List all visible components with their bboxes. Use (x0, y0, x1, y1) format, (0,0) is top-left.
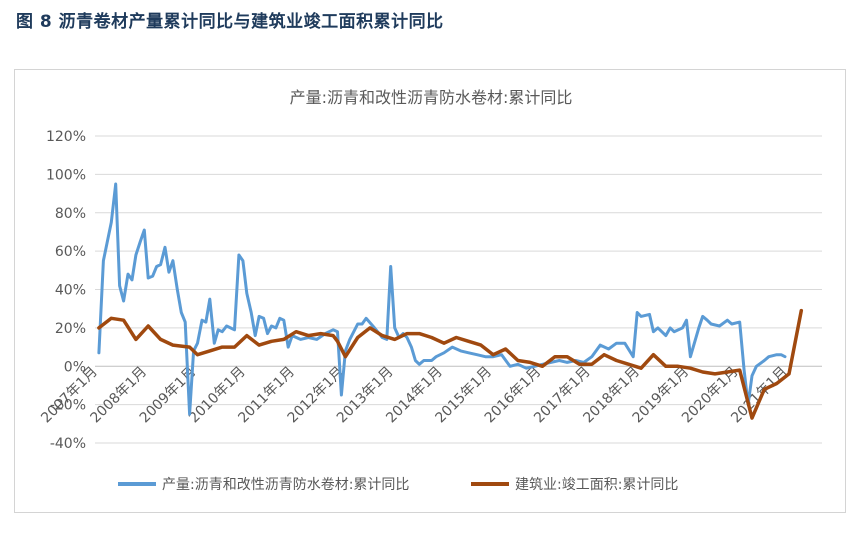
chart-title: 产量:沥青和改性沥青防水卷材:累计同比 (290, 88, 573, 107)
y-tick-label: 80% (55, 206, 86, 222)
y-tick-label: -40% (50, 436, 86, 452)
y-tick-label: 0% (64, 359, 86, 375)
figure-title: 图 8 沥青卷材产量累计同比与建筑业竣工面积累计同比 (16, 12, 444, 32)
y-tick-label: 120% (46, 129, 86, 145)
legend: 产量:沥青和改性沥青防水卷材:累计同比 建筑业:竣工面积:累计同比 (118, 477, 678, 493)
y-axis-ticks: -40% -20% 0% 20% 40% 60% 80% 100% 120% (46, 129, 86, 452)
y-tick-label: 40% (55, 283, 86, 299)
y-tick-label: 20% (55, 321, 86, 337)
gridlines (95, 135, 822, 444)
chart-frame (14, 69, 846, 513)
series-line-1 (97, 182, 787, 416)
legend-label: 建筑业:竣工面积:累计同比 (515, 477, 678, 493)
series-lines (97, 182, 804, 420)
series-line-2 (97, 308, 804, 420)
y-tick-label: -20% (50, 398, 86, 414)
legend-label: 产量:沥青和改性沥青防水卷材:累计同比 (162, 477, 409, 493)
y-tick-label: 60% (55, 244, 86, 260)
y-tick-label: 100% (46, 167, 86, 183)
x-axis-ticks: 2007年1月2008年1月2009年1月2010年1月2011年1月2012年… (38, 364, 791, 427)
